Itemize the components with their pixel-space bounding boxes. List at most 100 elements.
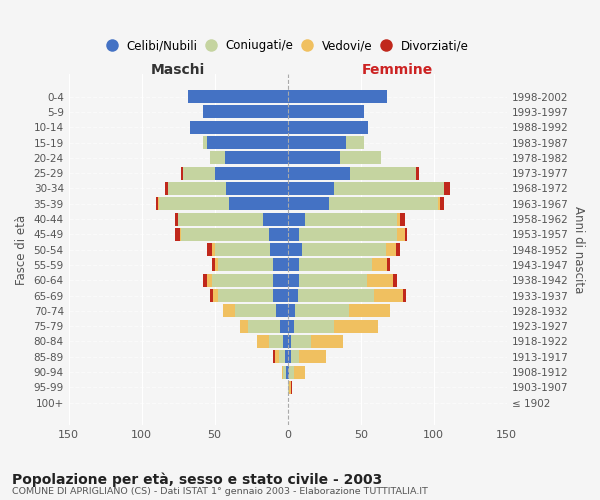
Bar <box>188 90 287 103</box>
Bar <box>287 182 334 195</box>
Bar <box>203 106 287 118</box>
Bar <box>311 335 343 348</box>
Bar <box>373 258 387 272</box>
Bar <box>212 258 215 272</box>
Bar <box>334 320 378 332</box>
Bar <box>203 136 208 149</box>
Bar <box>299 274 367 287</box>
Bar <box>287 304 295 318</box>
Bar <box>276 304 287 318</box>
Bar <box>280 320 287 332</box>
Bar <box>289 366 293 378</box>
Bar <box>282 366 283 378</box>
Bar <box>208 274 212 287</box>
Bar <box>175 212 178 226</box>
Bar <box>386 243 396 256</box>
Text: Femmine: Femmine <box>362 62 433 76</box>
Bar <box>289 381 290 394</box>
Bar <box>178 212 263 226</box>
Bar <box>203 274 208 287</box>
Bar <box>235 304 276 318</box>
Bar <box>213 289 218 302</box>
Bar <box>287 106 364 118</box>
Bar <box>290 335 311 348</box>
Bar <box>239 320 248 332</box>
Bar <box>226 182 287 195</box>
Text: Maschi: Maschi <box>151 62 205 76</box>
Bar <box>397 228 404 241</box>
Bar <box>387 258 390 272</box>
Bar <box>287 152 340 164</box>
Bar <box>350 166 416 179</box>
Bar <box>299 228 397 241</box>
Bar <box>374 289 403 302</box>
Bar <box>287 366 289 378</box>
Bar <box>287 381 289 394</box>
Bar <box>287 212 305 226</box>
Bar <box>279 350 285 364</box>
Y-axis label: Anni di nascita: Anni di nascita <box>572 206 585 294</box>
Bar <box>273 289 287 302</box>
Bar <box>287 90 387 103</box>
Bar <box>329 197 438 210</box>
Bar <box>287 258 299 272</box>
Bar <box>218 289 273 302</box>
Bar <box>367 274 393 287</box>
Bar <box>299 350 326 364</box>
Bar <box>416 166 419 179</box>
Bar <box>287 320 293 332</box>
Bar <box>396 243 400 256</box>
Bar <box>397 212 400 226</box>
Text: COMUNE DI APRIGLIANO (CS) - Dati ISTAT 1° gennaio 2003 - Elaborazione TUTTITALIA: COMUNE DI APRIGLIANO (CS) - Dati ISTAT 1… <box>12 488 428 496</box>
Bar <box>208 136 287 149</box>
Bar <box>257 335 269 348</box>
Bar <box>299 258 373 272</box>
Bar <box>218 258 273 272</box>
Legend: Celibi/Nubili, Coniugati/e, Vedovi/e, Divorziati/e: Celibi/Nubili, Coniugati/e, Vedovi/e, Di… <box>103 34 473 57</box>
Bar <box>225 152 287 164</box>
Bar <box>159 197 229 210</box>
Bar <box>438 197 440 210</box>
Bar <box>223 304 235 318</box>
Bar <box>181 228 269 241</box>
Bar <box>403 289 406 302</box>
Bar <box>158 197 159 210</box>
Bar <box>287 350 290 364</box>
Bar <box>263 212 287 226</box>
Bar <box>287 166 350 179</box>
Bar <box>346 136 364 149</box>
Bar <box>295 304 349 318</box>
Bar <box>215 166 287 179</box>
Bar <box>334 182 444 195</box>
Bar <box>349 304 390 318</box>
Bar <box>444 182 450 195</box>
Bar <box>400 212 404 226</box>
Bar <box>215 243 270 256</box>
Bar <box>287 197 329 210</box>
Bar <box>302 243 386 256</box>
Bar <box>175 228 179 241</box>
Bar <box>290 381 292 394</box>
Bar <box>283 366 286 378</box>
Bar <box>305 212 397 226</box>
Bar <box>287 335 290 348</box>
Bar <box>393 274 397 287</box>
Bar <box>287 243 302 256</box>
Bar <box>440 197 444 210</box>
Bar <box>208 243 212 256</box>
Bar <box>290 350 299 364</box>
Bar <box>298 289 374 302</box>
Bar <box>156 197 158 210</box>
Bar <box>293 366 305 378</box>
Bar <box>273 350 275 364</box>
Bar <box>212 274 273 287</box>
Bar <box>248 320 280 332</box>
Bar <box>269 335 283 348</box>
Bar <box>283 335 287 348</box>
Bar <box>287 228 299 241</box>
Bar <box>211 289 213 302</box>
Text: Popolazione per età, sesso e stato civile - 2003: Popolazione per età, sesso e stato civil… <box>12 472 382 487</box>
Bar <box>404 228 407 241</box>
Bar <box>182 166 215 179</box>
Bar <box>215 258 218 272</box>
